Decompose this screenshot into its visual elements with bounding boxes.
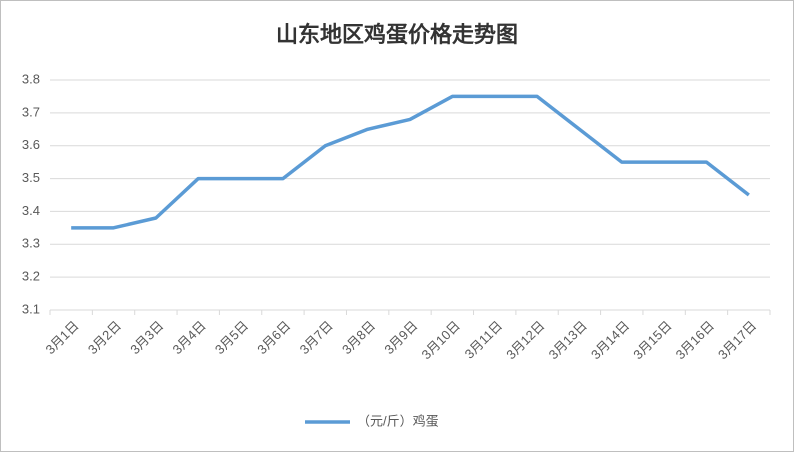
y-tick-label: 3.8	[22, 71, 40, 86]
y-tick-label: 3.7	[22, 104, 40, 119]
y-tick-label: 3.5	[22, 170, 40, 185]
data-line	[71, 94, 750, 230]
chart-title: 山东地区鸡蛋价格走势图	[276, 22, 518, 47]
y-tick-label: 3.1	[22, 301, 40, 316]
y-tick-label: 3.3	[22, 236, 40, 251]
y-tick-label: 3.2	[22, 269, 40, 284]
y-tick-label: 3.4	[22, 203, 40, 218]
legend-label: （元/斤）鸡蛋	[357, 413, 439, 428]
y-tick-label: 3.6	[22, 137, 40, 152]
